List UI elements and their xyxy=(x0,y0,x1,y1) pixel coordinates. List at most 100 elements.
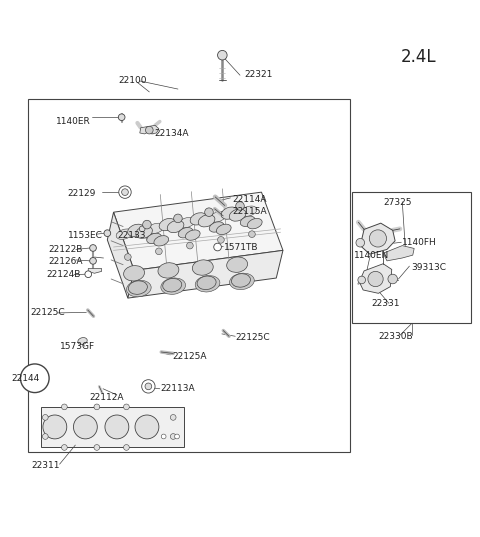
Polygon shape xyxy=(383,245,414,261)
Circle shape xyxy=(94,445,100,451)
Circle shape xyxy=(145,383,152,390)
Ellipse shape xyxy=(124,266,144,281)
Circle shape xyxy=(161,434,166,439)
Text: 22129: 22129 xyxy=(67,188,96,198)
Ellipse shape xyxy=(227,257,248,272)
Circle shape xyxy=(217,50,227,60)
Ellipse shape xyxy=(209,212,226,222)
Circle shape xyxy=(204,208,213,216)
Circle shape xyxy=(21,364,49,393)
Circle shape xyxy=(73,415,97,439)
Text: 22321: 22321 xyxy=(245,70,273,79)
Circle shape xyxy=(214,243,221,251)
Text: 1140EN: 1140EN xyxy=(354,251,389,259)
Circle shape xyxy=(142,380,155,393)
Circle shape xyxy=(358,276,365,284)
Circle shape xyxy=(388,274,397,284)
Circle shape xyxy=(170,433,176,439)
Ellipse shape xyxy=(128,224,144,236)
Circle shape xyxy=(61,445,67,451)
Bar xyxy=(40,407,184,447)
Text: 22122B: 22122B xyxy=(48,245,83,254)
Ellipse shape xyxy=(161,278,186,294)
Ellipse shape xyxy=(198,215,215,227)
Ellipse shape xyxy=(128,281,147,294)
Circle shape xyxy=(90,245,96,251)
Text: 1153EC: 1153EC xyxy=(68,230,103,240)
Ellipse shape xyxy=(78,338,87,345)
Ellipse shape xyxy=(209,222,224,232)
Text: 22144: 22144 xyxy=(11,374,39,383)
Circle shape xyxy=(104,230,111,236)
Ellipse shape xyxy=(229,209,246,221)
Ellipse shape xyxy=(178,228,193,238)
Ellipse shape xyxy=(216,224,231,235)
Text: 39313C: 39313C xyxy=(411,263,446,272)
Text: 22124B: 22124B xyxy=(47,270,81,279)
Ellipse shape xyxy=(185,230,200,240)
Ellipse shape xyxy=(195,275,220,292)
Ellipse shape xyxy=(240,216,255,227)
Circle shape xyxy=(175,434,180,439)
Polygon shape xyxy=(108,212,134,298)
Ellipse shape xyxy=(167,220,184,233)
Circle shape xyxy=(105,415,129,439)
Ellipse shape xyxy=(197,276,216,289)
Ellipse shape xyxy=(240,206,257,216)
Text: 22133: 22133 xyxy=(117,230,146,240)
Circle shape xyxy=(249,231,255,237)
Circle shape xyxy=(118,114,125,121)
Circle shape xyxy=(369,230,386,247)
Ellipse shape xyxy=(229,273,254,289)
Bar xyxy=(352,192,471,323)
Circle shape xyxy=(42,415,48,420)
Text: 22100: 22100 xyxy=(118,76,147,85)
Ellipse shape xyxy=(192,260,213,275)
Polygon shape xyxy=(140,125,159,134)
Ellipse shape xyxy=(147,233,161,244)
Circle shape xyxy=(156,248,162,255)
Circle shape xyxy=(90,258,96,264)
Text: 22113A: 22113A xyxy=(161,384,195,393)
Ellipse shape xyxy=(116,229,133,240)
Polygon shape xyxy=(88,268,102,273)
Ellipse shape xyxy=(159,219,176,231)
Ellipse shape xyxy=(127,280,151,297)
Text: 22114A: 22114A xyxy=(232,195,266,204)
Text: 22311: 22311 xyxy=(31,461,60,470)
Circle shape xyxy=(123,445,129,451)
Text: 1573GF: 1573GF xyxy=(60,342,95,351)
Ellipse shape xyxy=(221,207,238,219)
Text: 22125A: 22125A xyxy=(172,352,207,361)
Polygon shape xyxy=(360,223,395,254)
Ellipse shape xyxy=(154,236,168,246)
Text: 1571TB: 1571TB xyxy=(224,243,259,252)
Ellipse shape xyxy=(178,217,195,228)
Circle shape xyxy=(170,415,176,420)
Ellipse shape xyxy=(158,263,179,278)
Circle shape xyxy=(135,415,159,439)
Text: 22330B: 22330B xyxy=(378,332,413,341)
Circle shape xyxy=(43,415,67,439)
Text: 1140FH: 1140FH xyxy=(402,238,437,247)
Polygon shape xyxy=(114,192,283,271)
Text: 22125C: 22125C xyxy=(30,308,65,317)
Circle shape xyxy=(42,433,48,439)
Ellipse shape xyxy=(190,213,207,225)
Text: 22331: 22331 xyxy=(371,299,400,308)
Ellipse shape xyxy=(163,279,182,292)
Circle shape xyxy=(121,189,128,195)
Ellipse shape xyxy=(247,219,262,229)
Text: 27325: 27325 xyxy=(383,198,412,207)
Circle shape xyxy=(124,253,131,260)
Bar xyxy=(28,99,350,452)
Text: 22115A: 22115A xyxy=(232,207,266,216)
Polygon shape xyxy=(360,264,392,293)
Circle shape xyxy=(143,220,151,229)
Circle shape xyxy=(236,202,244,211)
Ellipse shape xyxy=(147,223,164,234)
Circle shape xyxy=(119,186,131,198)
Text: 2.4L: 2.4L xyxy=(401,48,437,66)
Text: 22134A: 22134A xyxy=(154,129,189,139)
Circle shape xyxy=(368,271,383,287)
